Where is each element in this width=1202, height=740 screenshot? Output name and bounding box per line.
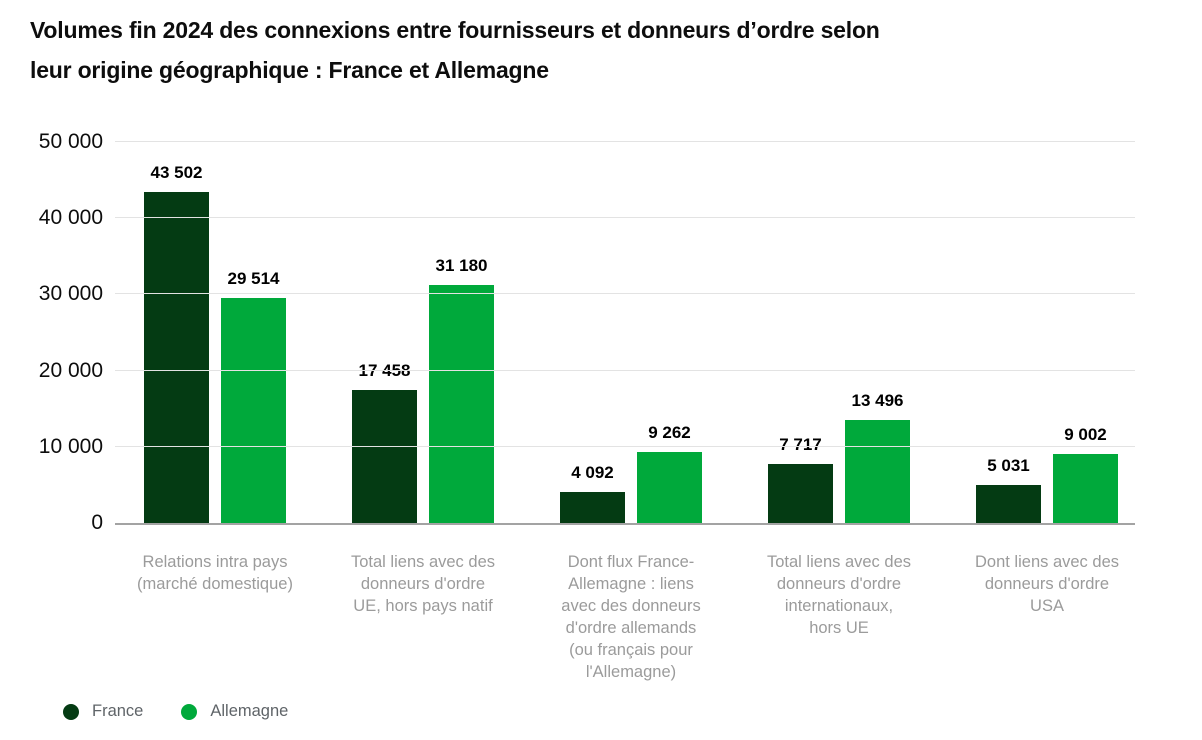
chart-title-line-2: leur origine géographique : France et Al…	[30, 57, 549, 83]
bar-value-label: 4 092	[571, 462, 614, 482]
y-axis-tick-label: 30 000	[38, 282, 103, 306]
legend-item-allemagne: Allemagne	[181, 702, 288, 721]
bar-group-2: 4 092 9 262	[527, 142, 735, 523]
bar-france-4	[976, 484, 1041, 523]
gridline	[115, 217, 1135, 219]
bar-value-label: 9 002	[1064, 425, 1107, 445]
legend-item-france: France	[63, 702, 143, 721]
y-axis-tick-label: 40 000	[38, 206, 103, 230]
legend-label: Allemagne	[210, 702, 289, 720]
bar-column: 9 002	[1053, 425, 1118, 523]
bar-allemagne-1	[429, 285, 494, 523]
bar-allemagne-0	[221, 298, 286, 523]
bar-allemagne-3	[845, 420, 910, 523]
bar-value-label: 5 031	[987, 455, 1030, 475]
bar-value-label: 43 502	[150, 162, 203, 182]
gridline	[115, 369, 1135, 371]
bar-group-0: 43 502 29 514	[111, 142, 319, 523]
legend-color-dot	[63, 703, 79, 720]
bar-column: 43 502	[144, 162, 209, 523]
bar-group-3: 7 717 13 496	[735, 142, 943, 523]
bar-value-label: 29 514	[227, 269, 280, 289]
bar-value-label: 7 717	[779, 435, 822, 455]
y-axis-tick-label: 50 000	[38, 130, 103, 153]
gridline	[115, 141, 1135, 142]
x-axis-category-label-1: Total liens avec des donneurs d'ordre UE, …	[351, 553, 495, 615]
bar-france-3	[768, 464, 833, 523]
chart-title-line-1: Volumes fin 2024 des connexions entre fo…	[30, 17, 880, 43]
plot-area: 43 502 29 514 17 458 31 180 4 092 9 262 7 717 1…	[39, 130, 1135, 534]
bar-value-label: 13 496	[851, 391, 904, 411]
legend-color-dot	[181, 703, 198, 720]
bar-column: 29 514	[221, 269, 286, 523]
bar-value-label: 9 262	[648, 423, 691, 443]
x-axis-category-labels: Relations intra pays (marché domestique) T…	[111, 551, 1151, 683]
y-axis-tick-label: 10 000	[38, 434, 103, 458]
bar-column: 13 496	[845, 391, 910, 523]
bar-column: 4 092	[560, 463, 625, 523]
bar-france-2	[560, 491, 625, 523]
x-axis-category-label-2: Dont flux France- Allemagne : liens avec d…	[561, 553, 701, 681]
bar-value-label: 17 458	[358, 361, 411, 380]
chart-legend: France Allemagne	[63, 702, 288, 721]
bar-column: 7 717	[768, 435, 833, 523]
bar-column: 5 031	[976, 456, 1041, 523]
y-axis-tick-label: 20 000	[38, 358, 103, 382]
x-axis-category-label-0: Relations intra pays (marché domestique)	[137, 553, 293, 593]
bar-column: 17 458	[352, 361, 417, 523]
bar-france-1	[352, 390, 417, 523]
gridline	[115, 293, 1135, 295]
bar-france-0	[144, 191, 209, 523]
y-axis-tick-label: 0	[91, 511, 103, 534]
bar-column: 31 180	[429, 256, 494, 523]
bar-allemagne-2	[637, 452, 702, 523]
x-axis-category-label-3: Total liens avec des donneurs d'ordre inte…	[767, 553, 911, 637]
bar-allemagne-4	[1053, 454, 1118, 523]
bar-group-1: 17 458 31 180	[319, 142, 527, 523]
x-axis-category-label-4: Dont liens avec des donneurs d'ordre USA	[975, 553, 1119, 615]
bar-column: 9 262	[637, 423, 702, 523]
chart-title: Volumes fin 2024 des connexions entre fo…	[30, 10, 1110, 90]
legend-label: France	[92, 702, 144, 720]
bar-groups-container: 43 502 29 514 17 458 31 180 4 092 9 262 7 717 1…	[111, 142, 1151, 523]
gridline	[115, 445, 1135, 447]
bar-value-label: 31 180	[435, 256, 488, 276]
bar-group-4: 5 031 9 002	[943, 142, 1151, 523]
